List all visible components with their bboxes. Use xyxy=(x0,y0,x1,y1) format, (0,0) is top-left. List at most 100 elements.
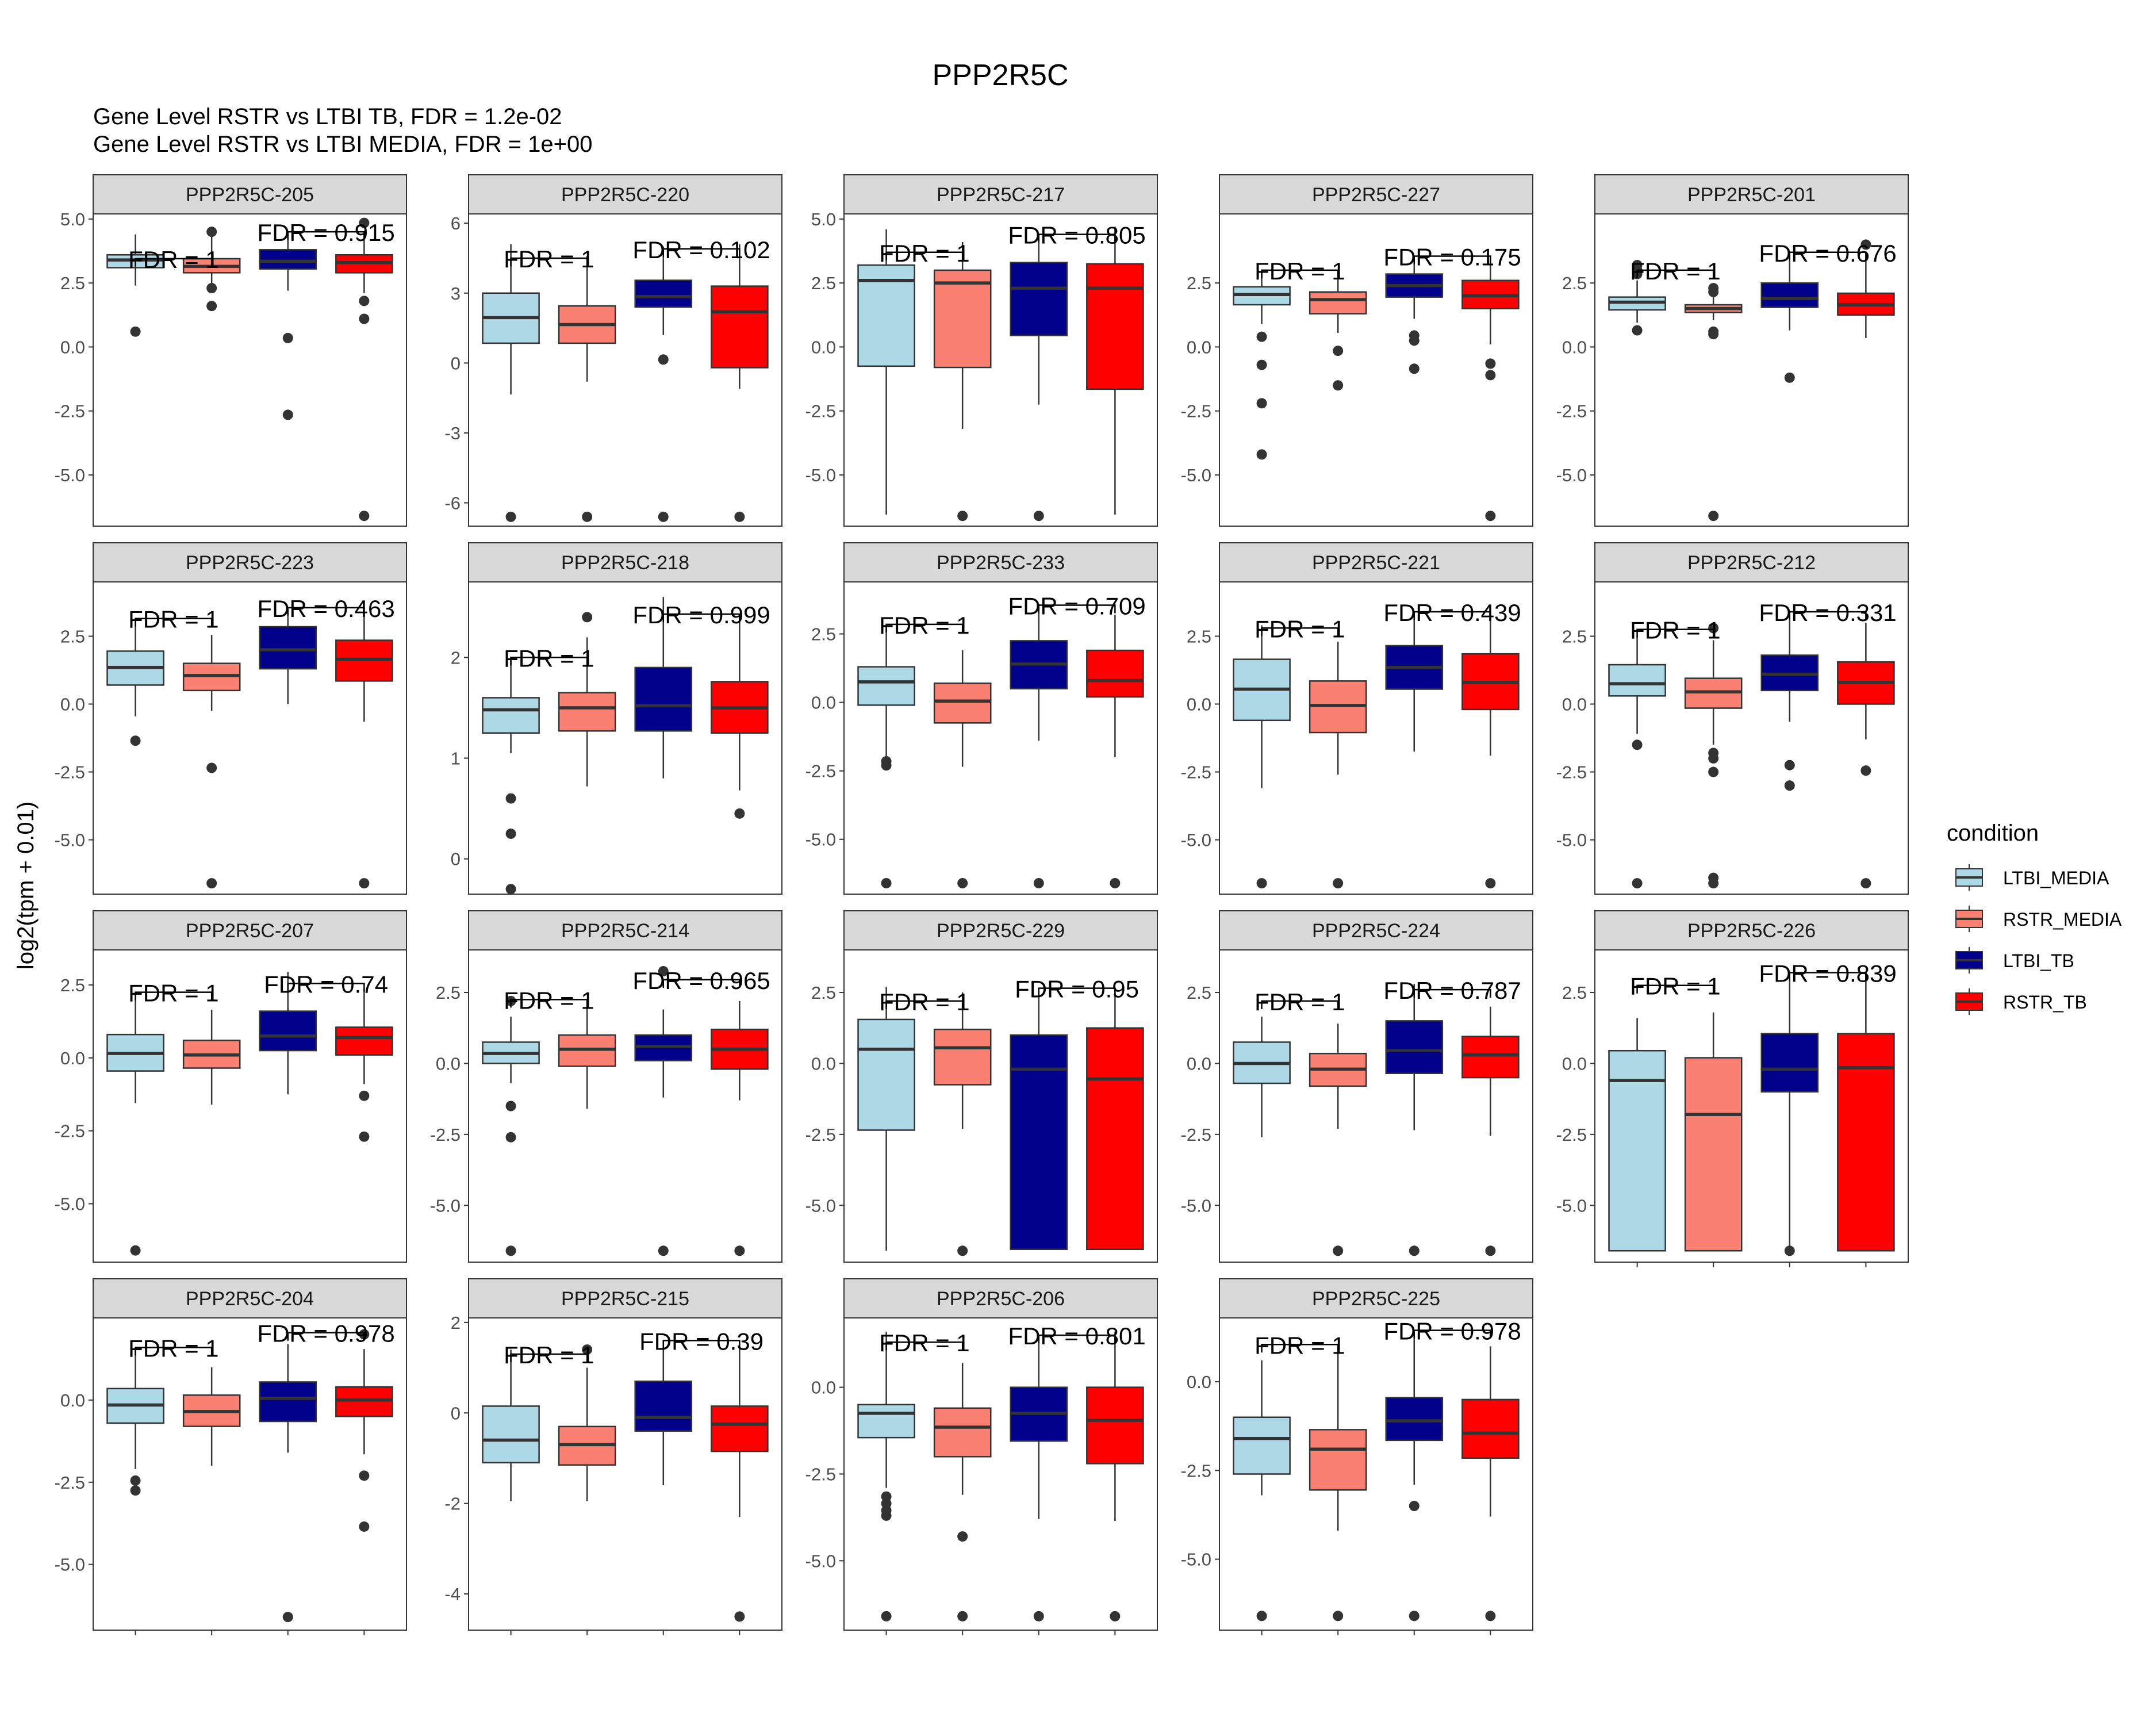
facet-panel: PPP2R5C-229 2.5 0.0 -2.5 -5.0 FDR = 1 FDR = 0.… xyxy=(805,910,1158,1263)
fdr-bracket xyxy=(1789,611,1867,620)
fdr-label: FDR = 0.805 xyxy=(1008,222,1145,249)
y-tick-label: 0.0 xyxy=(1562,694,1587,714)
chart-title: PPP2R5C xyxy=(933,59,1069,92)
box-ltbi-tb xyxy=(1760,257,1819,383)
fdr-bracket xyxy=(885,623,964,632)
y-tick-label: -4 xyxy=(444,1584,461,1604)
y-tick-label: -2.5 xyxy=(1181,401,1211,421)
box-rstr-tb xyxy=(335,217,393,522)
outlier-point xyxy=(359,511,370,522)
y-tick-label: -5.0 xyxy=(1181,465,1211,485)
outlier-point xyxy=(1708,511,1719,522)
y-tick-label: -2.5 xyxy=(1556,1125,1587,1145)
outlier-point xyxy=(881,1611,892,1621)
y-tick-label: -5.0 xyxy=(1556,1195,1587,1216)
y-tick-label: -2.5 xyxy=(55,1121,85,1141)
box-ltbi-tb xyxy=(1385,1332,1444,1621)
y-tick-label: -5.0 xyxy=(1556,465,1587,485)
panel-border xyxy=(1219,949,1533,1263)
panel-border xyxy=(93,949,407,1263)
legend: condition LTBI_MEDIA RSTR_MEDIA LTBI_TB RST… xyxy=(1947,821,2122,1015)
box-rstr-media xyxy=(558,612,616,787)
outlier-point xyxy=(1485,1611,1496,1621)
box-ltbi-media xyxy=(106,999,164,1256)
fdr-bracket xyxy=(885,1341,964,1351)
facet-panel: PPP2R5C-220 6 3 0 -3 -6 FDR = 1 FDR = 0.102 xyxy=(444,174,782,527)
outlier-point xyxy=(1333,1245,1344,1256)
outlier-point xyxy=(658,511,669,522)
outlier-point xyxy=(1485,1245,1496,1256)
box-ltbi-media xyxy=(1608,1018,1666,1252)
y-tick-label: 0.0 xyxy=(1187,694,1211,714)
y-tick-label: 2.5 xyxy=(60,975,85,995)
fdr-label: FDR = 1 xyxy=(879,240,970,267)
outlier-point xyxy=(658,966,669,977)
box-body xyxy=(259,1381,317,1423)
fdr-bracket xyxy=(885,251,964,260)
fdr-bracket xyxy=(1038,1334,1116,1344)
panel-border xyxy=(843,581,1158,895)
outlier-point xyxy=(1860,765,1871,776)
box-body xyxy=(1010,1034,1068,1251)
fdr-label: FDR = 1 xyxy=(879,612,970,639)
box-body xyxy=(857,666,915,706)
y-tick-label: 2.5 xyxy=(60,273,85,293)
y-tick-label: 0.0 xyxy=(436,1053,461,1074)
outlier-point xyxy=(1784,1245,1795,1256)
box-rstr-media xyxy=(1684,623,1743,889)
box-body xyxy=(711,1405,769,1452)
outlier-point xyxy=(881,1510,892,1521)
box-rstr-tb xyxy=(1837,622,1895,889)
outlier-point xyxy=(359,878,370,889)
box-body xyxy=(1461,1398,1520,1459)
outlier-point xyxy=(582,511,593,522)
facet-strip-label: PPP2R5C-207 xyxy=(186,920,314,942)
box-ltbi-tb xyxy=(1385,984,1444,1256)
fdr-label: FDR = 0.915 xyxy=(257,219,394,246)
fdr-bracket xyxy=(1261,627,1339,637)
facet-panel: PPP2R5C-212 2.5 0.0 -2.5 -5.0 FDR = 1 FDR = 0.… xyxy=(1556,542,1909,895)
facet-panel: PPP2R5C-206 0.0 -2.5 -5.0 FDR = 1 FDR = 0.801 xyxy=(805,1278,1158,1635)
outlier-point xyxy=(359,1521,370,1532)
y-tick-label: 0 xyxy=(451,353,461,373)
box-rstr-media xyxy=(1309,1023,1367,1256)
box-ltbi-tb xyxy=(1385,614,1444,752)
outlier-point xyxy=(1409,335,1420,346)
box-body xyxy=(482,697,540,734)
box-rstr-tb xyxy=(1086,990,1144,1251)
legend-label: RSTR_TB xyxy=(2003,992,2087,1013)
box-rstr-tb xyxy=(1461,257,1520,522)
fdr-bracket xyxy=(1413,611,1491,620)
box-rstr-media xyxy=(1684,1012,1743,1252)
fdr-bracket xyxy=(135,618,213,627)
outlier-point xyxy=(206,762,217,773)
fdr-bracket xyxy=(662,979,741,988)
facet-panel: PPP2R5C-223 2.5 0.0 -2.5 -5.0 FDR = 1 FDR = 0.… xyxy=(55,542,407,895)
y-tick-label: -5.0 xyxy=(55,830,85,850)
box-ltbi-tb xyxy=(1760,979,1819,1256)
facet-strip-label: PPP2R5C-204 xyxy=(186,1288,314,1310)
outlier-point xyxy=(1485,878,1496,889)
fdr-bracket xyxy=(1789,972,1867,981)
facet-panel: PPP2R5C-217 5.0 2.5 0.0 -2.5 -5.0 FDR = 1 FDR =… xyxy=(805,174,1158,527)
y-tick-label: 0.0 xyxy=(60,1390,85,1410)
outlier-point xyxy=(359,296,370,306)
box-body xyxy=(857,1018,915,1131)
y-axis-label: log2(tpm + 0.01) xyxy=(13,802,39,969)
outlier-point xyxy=(359,1090,370,1101)
fdr-bracket xyxy=(662,248,741,257)
box-body xyxy=(335,1386,393,1417)
outlier-point xyxy=(505,793,516,804)
facet-strip xyxy=(93,174,407,214)
fdr-label: FDR = 1 xyxy=(879,1329,970,1356)
fdr-label: FDR = 0.74 xyxy=(264,971,388,998)
box-body xyxy=(1608,664,1666,697)
fdr-bracket xyxy=(662,613,741,623)
box-ltbi-media xyxy=(482,995,540,1256)
y-tick-label: 0.0 xyxy=(811,693,836,713)
box-rstr-tb xyxy=(335,614,393,889)
box-body xyxy=(1309,1429,1367,1491)
y-tick-label: 0 xyxy=(451,1403,461,1423)
y-tick-label: -5.0 xyxy=(805,830,836,850)
outlier-point xyxy=(130,1245,141,1256)
